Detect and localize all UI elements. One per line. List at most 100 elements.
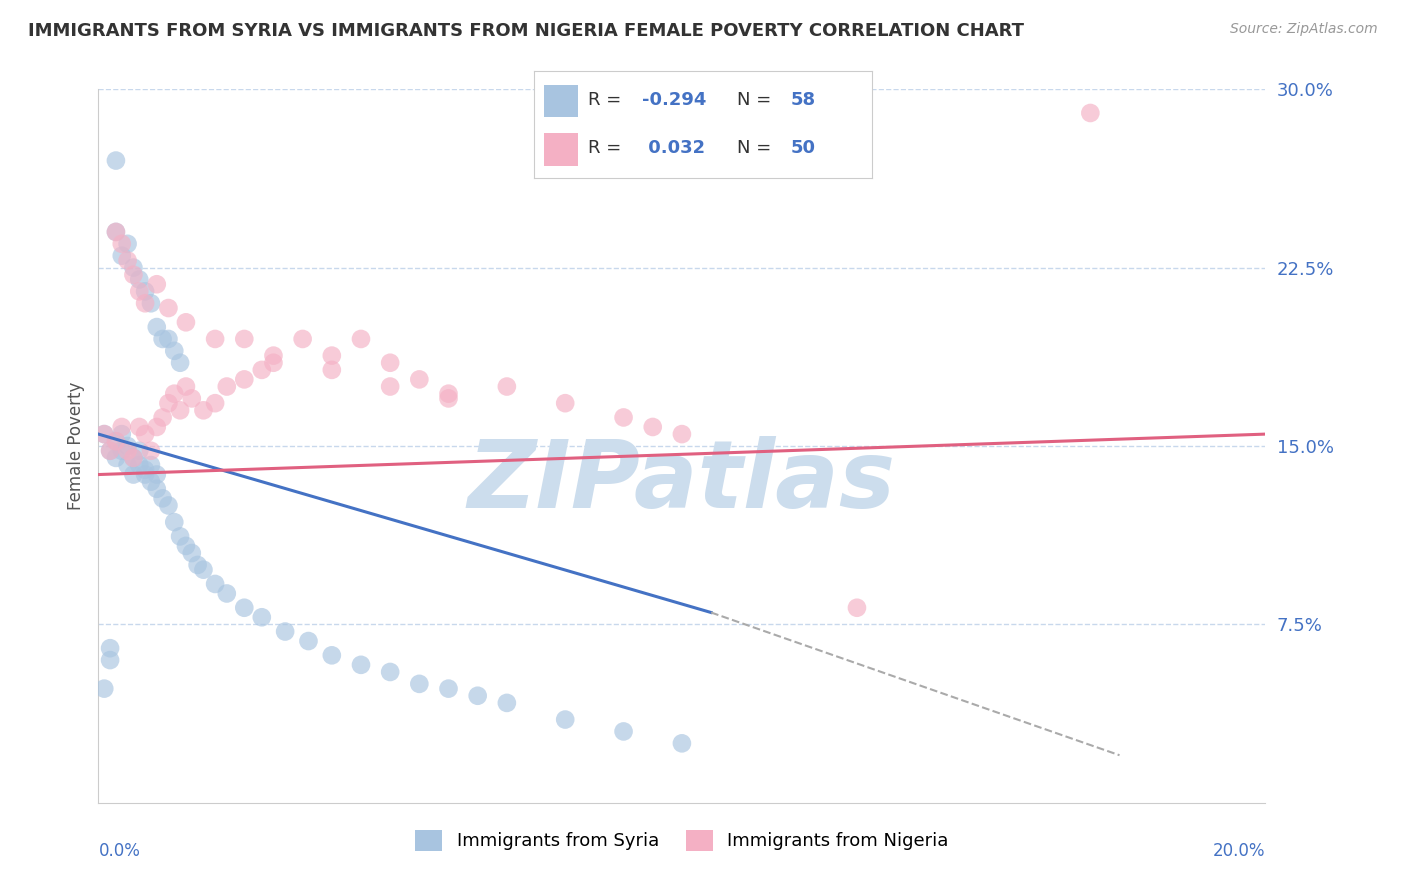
Point	[104, 450, 127, 465]
Point	[122, 450, 145, 465]
Point	[437, 681, 460, 696]
Point	[93, 427, 115, 442]
Point	[250, 610, 273, 624]
Text: ZIPatlas: ZIPatlas	[468, 435, 896, 528]
Point	[554, 713, 576, 727]
Point	[671, 736, 693, 750]
Point	[122, 268, 145, 282]
Point	[128, 458, 150, 472]
Point	[146, 277, 169, 292]
Point	[117, 253, 139, 268]
Point	[163, 515, 186, 529]
Point	[134, 285, 156, 299]
Point	[98, 443, 121, 458]
Point	[297, 634, 319, 648]
Point	[117, 236, 139, 251]
Point	[233, 332, 256, 346]
Point	[554, 396, 576, 410]
Point	[157, 396, 180, 410]
Text: 0.0%: 0.0%	[98, 842, 141, 860]
Point	[408, 677, 430, 691]
Point	[157, 332, 180, 346]
Point	[139, 475, 162, 489]
Point	[122, 467, 145, 482]
Point	[380, 379, 402, 393]
Text: R =: R =	[588, 91, 627, 109]
Point	[467, 689, 489, 703]
Point	[174, 315, 197, 329]
Point	[98, 641, 121, 656]
Point	[146, 467, 169, 482]
Point	[146, 482, 169, 496]
Text: Source: ZipAtlas.com: Source: ZipAtlas.com	[1230, 22, 1378, 37]
Point	[111, 236, 134, 251]
Point	[104, 434, 127, 449]
Text: 20.0%: 20.0%	[1213, 842, 1265, 860]
Point	[204, 332, 226, 346]
Point	[262, 349, 284, 363]
Point	[163, 386, 186, 401]
Point	[641, 420, 664, 434]
Point	[169, 403, 191, 417]
Point	[262, 356, 284, 370]
Text: 58: 58	[790, 91, 815, 109]
Point	[134, 296, 156, 310]
FancyBboxPatch shape	[544, 134, 578, 166]
Point	[437, 392, 460, 406]
Point	[215, 379, 238, 393]
Point	[180, 392, 202, 406]
Point	[111, 427, 134, 442]
Point	[93, 427, 115, 442]
Text: R =: R =	[588, 139, 627, 157]
Point	[139, 458, 162, 472]
Y-axis label: Female Poverty: Female Poverty	[66, 382, 84, 510]
Point	[496, 696, 519, 710]
Point	[204, 396, 226, 410]
Text: 0.032: 0.032	[643, 139, 706, 157]
Point	[104, 434, 127, 449]
Point	[117, 443, 139, 458]
Point	[104, 225, 127, 239]
Point	[321, 363, 343, 377]
Point	[157, 301, 180, 315]
Point	[104, 225, 127, 239]
Point	[321, 648, 343, 663]
Legend: Immigrants from Syria, Immigrants from Nigeria: Immigrants from Syria, Immigrants from N…	[408, 822, 956, 858]
Text: 50: 50	[790, 139, 815, 157]
Point	[163, 343, 186, 358]
Text: N =: N =	[737, 91, 776, 109]
Point	[111, 443, 134, 458]
Point	[204, 577, 226, 591]
Point	[117, 439, 139, 453]
Text: -0.294: -0.294	[643, 91, 707, 109]
Point	[152, 410, 174, 425]
Point	[1080, 106, 1102, 120]
Point	[134, 427, 156, 442]
Point	[250, 363, 273, 377]
Point	[496, 379, 519, 393]
Point	[128, 420, 150, 434]
Point	[174, 379, 197, 393]
Point	[612, 410, 634, 425]
Point	[104, 153, 127, 168]
Point	[122, 450, 145, 465]
Point	[437, 386, 460, 401]
Point	[122, 260, 145, 275]
Text: N =: N =	[737, 139, 776, 157]
Point	[215, 586, 238, 600]
Point	[98, 653, 121, 667]
Point	[350, 332, 373, 346]
Point	[291, 332, 314, 346]
Point	[146, 420, 169, 434]
Point	[174, 539, 197, 553]
Point	[233, 372, 256, 386]
Point	[321, 349, 343, 363]
Point	[193, 563, 215, 577]
Point	[187, 558, 209, 572]
Point	[274, 624, 297, 639]
Point	[233, 600, 256, 615]
Point	[111, 420, 134, 434]
Point	[117, 458, 139, 472]
Point	[157, 499, 180, 513]
Point	[846, 600, 869, 615]
